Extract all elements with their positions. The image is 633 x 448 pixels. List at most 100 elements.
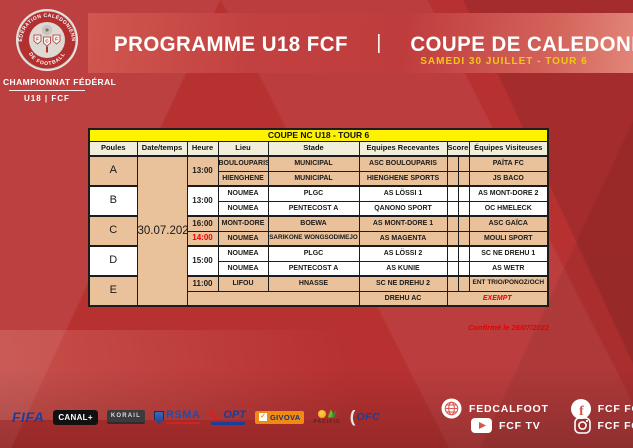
home-team: ASC BOULOUPARIS: [358, 155, 448, 172]
score-cell: [446, 230, 459, 247]
givova-check-icon: ✓: [259, 413, 268, 421]
youtube-icon: [471, 418, 492, 433]
score-cell: [457, 185, 470, 202]
caption-divider: [9, 90, 85, 91]
home-team: AS MAGENTA: [358, 230, 448, 247]
schedule-table-container: COUPE NC U18 - TOUR 6 Poules Date/temps …: [88, 128, 550, 307]
pacific-label: PACIFIC: [313, 418, 341, 425]
logo-shields: F C F: [33, 34, 61, 53]
home-team: AS MONT-DORE 1: [358, 215, 448, 232]
facebook-handle: f FCF FOOT: [570, 398, 633, 419]
ofc-arc-icon: (: [349, 406, 356, 426]
lieu-cell: BOULOUPARIS: [217, 155, 269, 172]
rsma-logo: RSMA: [154, 409, 201, 424]
score-cell: [457, 275, 470, 292]
lieu-cell: HIENGHENE: [217, 170, 269, 187]
schedule-table: COUPE NC U18 - TOUR 6 Poules Date/temps …: [88, 128, 550, 307]
home-team: AS LÖSSI 2: [358, 245, 448, 262]
score-cell: [446, 185, 459, 202]
stade-cell: SARIKONE WONGSODIMEJO: [267, 230, 360, 247]
stade-cell: PLGC: [267, 245, 360, 262]
canalplus-logo: CANAL+: [53, 409, 98, 425]
score-cell: [457, 170, 470, 187]
facebook-icon: f: [570, 398, 591, 419]
youtube-label: FCF TV: [499, 419, 541, 432]
category-label: U18 | FCF: [24, 94, 70, 103]
score-cell: [446, 245, 459, 262]
lieu-cell: NOUMEA: [217, 200, 269, 217]
opt-swoosh-icon: [208, 409, 223, 421]
korail-logo: KORAIL: [106, 410, 146, 424]
time-cell: 15:00: [186, 245, 219, 277]
time-cell: 11:00: [186, 275, 219, 292]
championship-label: CHAMPIONNAT FÉDÉRAL: [3, 77, 117, 87]
score-cell: [446, 215, 459, 232]
score-cell: [457, 215, 470, 232]
sponsor-bar: FIFA CANAL+ KORAIL RSMA OPT ✓ GIVOVA: [12, 399, 380, 435]
opt-logo: OPT: [208, 408, 247, 425]
away-team: AS WETR: [468, 260, 549, 277]
svg-text:F: F: [36, 37, 39, 42]
score-cell: [457, 200, 470, 217]
score-cell: [457, 260, 470, 277]
away-team: ASC GAÏCA: [468, 215, 549, 232]
home-team: SC NE DREHU 2: [358, 275, 448, 292]
svg-text:F: F: [55, 37, 58, 42]
pool-e: E: [88, 275, 138, 307]
home-team: QANONO SPORT: [358, 200, 448, 217]
lieu-cell: LIFOU: [217, 275, 269, 292]
opt-subbar: [210, 421, 245, 425]
lieu-cell: NOUMEA: [217, 260, 269, 277]
home-team: DREHU AC: [358, 290, 448, 307]
pool-c: C: [88, 215, 138, 247]
instagram-handle: FCF FOOT: [573, 417, 633, 434]
ofc-logo: ( OFC: [349, 406, 381, 426]
stade-cell: HNASSE: [267, 275, 360, 292]
match-row: A 30.07.2022 13:00 BOULOUPARIS MUNICIPAL…: [88, 155, 549, 307]
score-cell: [457, 245, 470, 262]
confirmation-note: Confirmé le 26/07/2022: [468, 323, 549, 332]
ofc-label: OFC: [356, 411, 381, 423]
stade-cell: PENTECOST A: [267, 260, 360, 277]
website-label: FEDCALFOOT: [469, 402, 549, 415]
col-header-scores: Scores: [446, 140, 470, 157]
svg-text:C: C: [45, 39, 49, 44]
col-header-lieu: Lieu: [217, 140, 269, 157]
away-team: ENT TRIO/PONOZ/OCH: [468, 275, 549, 292]
col-header-recevantes: Equipes Recevantes: [358, 140, 448, 157]
fcf-logo: FÉDÉRATION CALÉDONIENNE DE FOOTBALL F C …: [12, 3, 80, 78]
exempt-status: EXEMPT: [446, 290, 549, 307]
stade-cell: MUNICIPAL: [267, 170, 360, 187]
givova-label: GIVOVA: [270, 412, 301, 422]
svg-text:f: f: [579, 404, 584, 419]
away-team: PAÏTA FC: [468, 155, 549, 172]
away-team: SC NE DREHU 1: [468, 245, 549, 262]
col-header-visiteuses: Équipes Visiteuses: [468, 140, 549, 157]
exempt-row: DREHU AC EXEMPT: [89, 290, 549, 307]
match-row: NOUMEA PENTECOST A QANONO SPORT OC HMELE…: [89, 200, 549, 217]
rsma-label: RSMA: [166, 409, 201, 421]
stade-cell: BOEWA: [267, 215, 360, 232]
social-row-1: FEDCALFOOT f FCF FOOT: [441, 398, 633, 419]
time-cell-highlighted: 14:00: [186, 230, 219, 247]
empty-cell: [186, 290, 360, 307]
stade-cell: PLGC: [267, 185, 360, 202]
score-cell: [457, 230, 470, 247]
col-header-heure: Heure: [186, 140, 219, 157]
stade-cell: MUNICIPAL: [267, 155, 360, 172]
match-row: D 15:00 NOUMEA PLGC AS LÖSSI 2 SC NE DRE…: [88, 245, 549, 277]
title-right: COUPE DE CALEDONIE: [410, 31, 633, 56]
match-row: B 13:00 NOUMEA PLGC AS LÖSSI 1 AS MONT-D…: [88, 185, 549, 217]
score-cell: [446, 275, 459, 292]
youtube-handle: FCF TV: [471, 418, 541, 433]
home-team: AS KUNIE: [358, 260, 448, 277]
time-cell: 13:00: [186, 185, 219, 217]
pool-d: D: [88, 245, 138, 277]
score-cell: [446, 170, 459, 187]
time-cell: 16:00: [186, 215, 219, 232]
table-banner-row: COUPE NC U18 - TOUR 6: [88, 128, 549, 142]
home-team: AS LÖSSI 1: [358, 185, 448, 202]
away-team: MOULI SPORT: [468, 230, 549, 247]
globe-icon: [441, 398, 462, 419]
opt-label: OPT: [223, 408, 247, 421]
